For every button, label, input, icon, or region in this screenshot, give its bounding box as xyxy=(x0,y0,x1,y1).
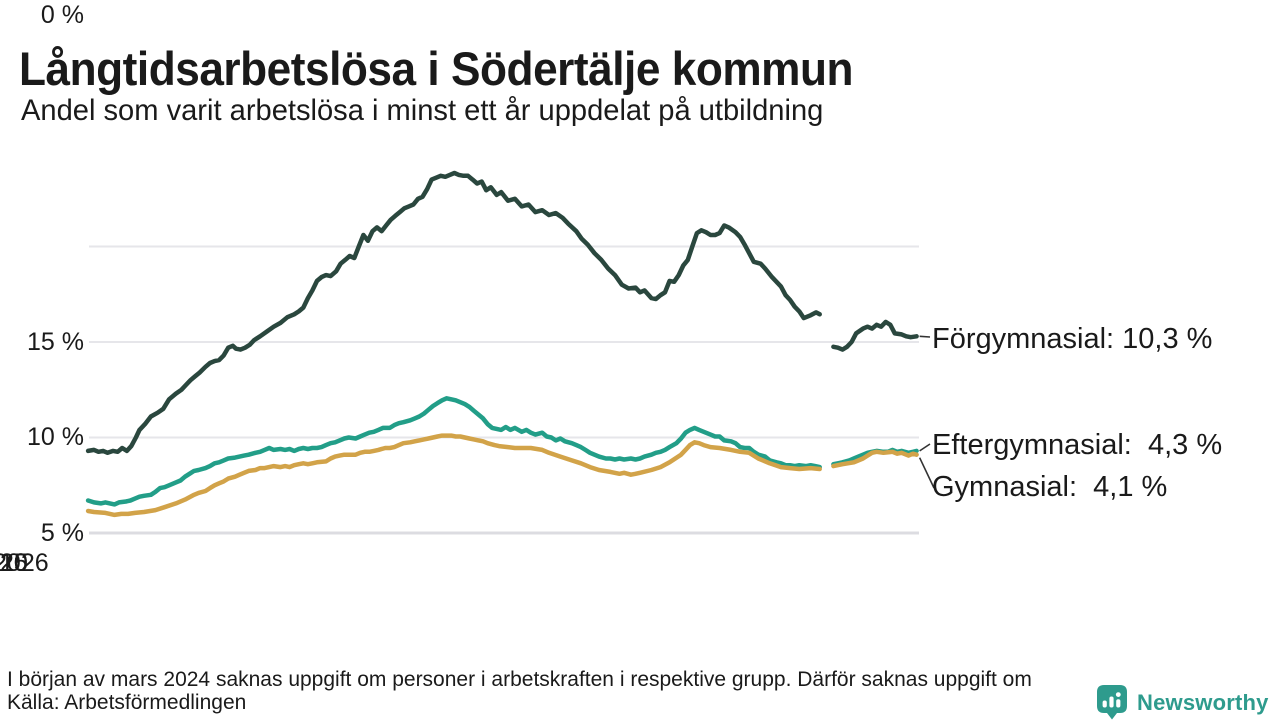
footnote: I början av mars 2024 saknas uppgift om … xyxy=(7,620,1032,720)
y-axis-tick-label: 10 % xyxy=(27,423,84,451)
source-label: Källa: Arbetsförmedlingen xyxy=(7,691,247,714)
newsworthy-logo-text: Newsworthy xyxy=(1137,690,1269,715)
series-line-eftergymnasial xyxy=(85,396,822,507)
page-subtitle: Andel som varit arbetslösa i minst ett å… xyxy=(21,94,824,127)
x-axis-tick-label: 2010 xyxy=(0,549,28,577)
y-axis-tick-label: 5 % xyxy=(40,519,84,547)
series-line-frgymnasial xyxy=(85,170,822,456)
newsworthy-pin-icon xyxy=(1097,685,1127,720)
label-connector xyxy=(919,443,931,452)
newsworthy-logo: Newsworthy xyxy=(1094,684,1269,720)
series-line-gymnasial xyxy=(831,449,919,469)
x-axis-tick-label: 2020 xyxy=(0,549,28,577)
footnote-line: I början av mars 2024 saknas uppgift om … xyxy=(7,668,1032,691)
y-axis-tick-label: 0 % xyxy=(40,1,84,29)
series-end-label-forgymnasial: Förgymnasial: 10,3 % xyxy=(932,323,1213,355)
label-connector xyxy=(918,457,935,489)
series-line-frgymnasial xyxy=(831,319,919,352)
x-axis-tick-label: 2015 xyxy=(0,549,28,577)
label-connector xyxy=(919,335,931,338)
page-title: Långtidsarbetslösa i Södertälje kommun xyxy=(19,42,854,96)
y-axis-tick-label: 15 % xyxy=(27,328,84,356)
x-axis-tick-label: feb 2026 xyxy=(0,549,49,577)
series-end-label-gymnasial: Gymnasial: 4,1 % xyxy=(932,471,1168,503)
series-line-gymnasial xyxy=(85,433,822,518)
series-end-label-eftergymnasial: Eftergymnasial: 4,3 % xyxy=(932,429,1223,461)
